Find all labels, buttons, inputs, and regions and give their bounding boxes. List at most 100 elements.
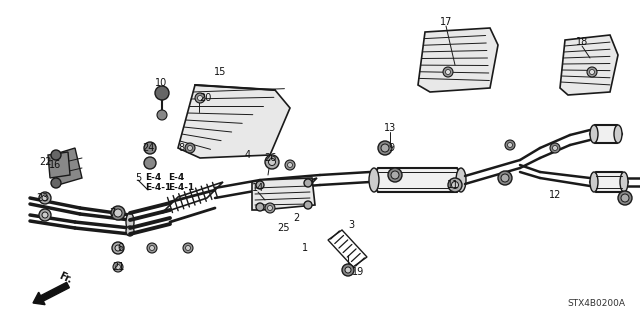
Circle shape <box>269 159 275 166</box>
Circle shape <box>501 174 509 182</box>
Ellipse shape <box>590 172 598 192</box>
Text: Fr.: Fr. <box>57 271 73 285</box>
Circle shape <box>183 243 193 253</box>
Text: 6: 6 <box>117 243 123 253</box>
Text: 12: 12 <box>549 190 561 200</box>
Circle shape <box>618 191 632 205</box>
Text: 9: 9 <box>388 143 394 153</box>
Circle shape <box>39 192 51 204</box>
Polygon shape <box>590 172 628 192</box>
Circle shape <box>378 141 392 155</box>
Ellipse shape <box>590 125 598 143</box>
Text: E-4-1: E-4-1 <box>168 183 195 192</box>
Circle shape <box>265 203 275 213</box>
Text: E-4: E-4 <box>145 174 161 182</box>
Ellipse shape <box>126 213 134 231</box>
Polygon shape <box>52 148 82 185</box>
Text: 10: 10 <box>155 78 167 88</box>
Circle shape <box>505 140 515 150</box>
Circle shape <box>150 246 154 250</box>
Circle shape <box>198 95 202 100</box>
Circle shape <box>51 178 61 188</box>
Circle shape <box>552 145 557 151</box>
Text: 26: 26 <box>264 153 276 163</box>
Text: 13: 13 <box>384 123 396 133</box>
Text: 19: 19 <box>352 267 364 277</box>
Circle shape <box>550 143 560 153</box>
Circle shape <box>285 160 295 170</box>
Circle shape <box>304 179 312 187</box>
Circle shape <box>304 201 312 209</box>
Text: 2: 2 <box>293 213 299 223</box>
Polygon shape <box>48 152 70 178</box>
Text: 18: 18 <box>576 37 588 47</box>
Text: 15: 15 <box>214 67 226 77</box>
Text: 11: 11 <box>447 180 459 190</box>
Ellipse shape <box>456 168 466 192</box>
Circle shape <box>51 150 61 160</box>
Circle shape <box>391 171 399 179</box>
Circle shape <box>498 171 512 185</box>
Polygon shape <box>178 85 290 158</box>
Circle shape <box>287 162 292 167</box>
Text: 1: 1 <box>302 243 308 253</box>
Circle shape <box>443 67 453 77</box>
Text: E-4-1: E-4-1 <box>145 183 172 192</box>
Ellipse shape <box>126 226 134 236</box>
Circle shape <box>451 182 458 189</box>
Polygon shape <box>560 35 618 95</box>
Circle shape <box>42 212 48 218</box>
Circle shape <box>256 181 264 189</box>
Ellipse shape <box>614 125 622 143</box>
Circle shape <box>157 110 167 120</box>
Circle shape <box>448 178 462 192</box>
Polygon shape <box>370 168 465 192</box>
Circle shape <box>186 246 191 250</box>
Polygon shape <box>418 28 498 92</box>
Circle shape <box>508 143 513 147</box>
Circle shape <box>115 245 121 251</box>
Text: 17: 17 <box>440 17 452 27</box>
Circle shape <box>111 206 125 220</box>
Circle shape <box>587 67 597 77</box>
Circle shape <box>589 70 595 75</box>
Circle shape <box>185 143 195 153</box>
Text: 16: 16 <box>49 160 61 170</box>
Text: 14: 14 <box>252 183 264 193</box>
Circle shape <box>265 155 279 169</box>
Circle shape <box>188 145 193 151</box>
Text: 22: 22 <box>39 157 51 167</box>
Circle shape <box>445 70 451 75</box>
Circle shape <box>268 205 273 211</box>
Text: 20: 20 <box>199 93 211 103</box>
Text: 21: 21 <box>112 262 124 272</box>
Text: 3: 3 <box>348 220 354 230</box>
Text: 25: 25 <box>276 223 289 233</box>
Circle shape <box>42 195 48 201</box>
Circle shape <box>155 86 169 100</box>
Circle shape <box>256 203 264 211</box>
Circle shape <box>195 93 205 103</box>
Text: E-4: E-4 <box>168 174 184 182</box>
Circle shape <box>388 168 402 182</box>
Text: 7: 7 <box>109 208 115 218</box>
Circle shape <box>381 144 389 152</box>
Circle shape <box>144 142 156 154</box>
FancyArrow shape <box>33 282 69 305</box>
Text: 23: 23 <box>36 193 48 203</box>
Text: 24: 24 <box>142 143 154 153</box>
Text: 5: 5 <box>135 173 141 183</box>
Ellipse shape <box>620 172 628 192</box>
Circle shape <box>114 209 122 217</box>
Text: 8: 8 <box>178 143 184 153</box>
Circle shape <box>147 243 157 253</box>
Ellipse shape <box>369 168 379 192</box>
Circle shape <box>112 242 124 254</box>
Circle shape <box>144 157 156 169</box>
Polygon shape <box>252 178 315 210</box>
Polygon shape <box>590 125 622 143</box>
Text: STX4B0200A: STX4B0200A <box>567 299 625 308</box>
Text: 4: 4 <box>245 150 251 160</box>
Circle shape <box>342 264 354 276</box>
Circle shape <box>115 264 120 270</box>
